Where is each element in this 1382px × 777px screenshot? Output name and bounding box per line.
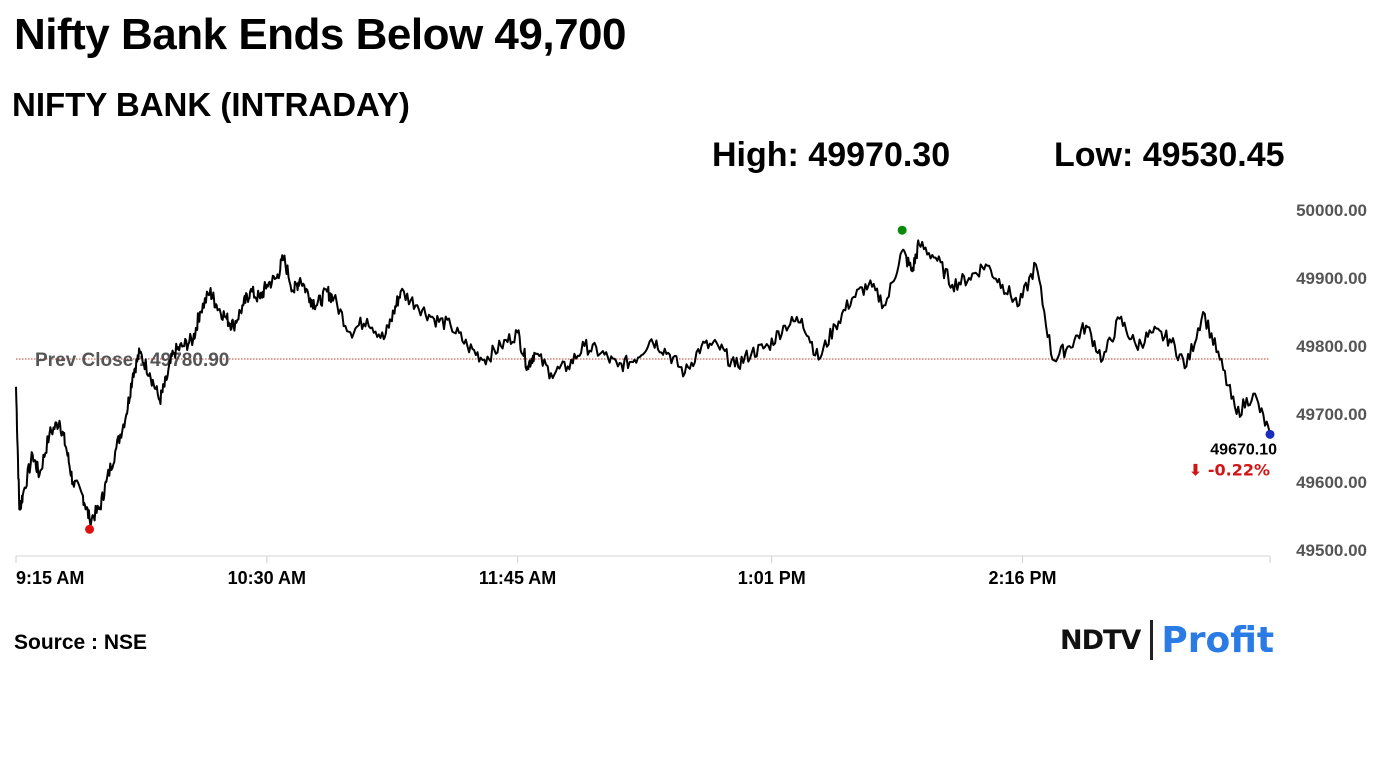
y-tick-label: 49600.00 [1296, 473, 1367, 492]
y-tick-label: 49900.00 [1296, 269, 1367, 288]
y-tick-label: 49800.00 [1296, 337, 1367, 356]
x-tick-label: 1:01 PM [738, 568, 806, 588]
low-label: Low: 49530.45 [1054, 136, 1285, 174]
x-tick-label: 2:16 PM [989, 568, 1057, 588]
logo-profit-text: Profit [1161, 619, 1275, 661]
x-tick-label: 11:45 AM [479, 568, 556, 588]
chart-subtitle: NIFTY BANK (INTRADAY) [12, 86, 410, 123]
x-tick-label: 10:30 AM [228, 568, 306, 588]
prev-close-label: Prev Close : 49780.90 [35, 350, 229, 371]
logo-divider [1150, 620, 1154, 660]
logo-ndtv-text: NDTV [1060, 624, 1141, 656]
high-label: High: 49970.30 [712, 136, 951, 174]
y-tick-label: 49500.00 [1296, 541, 1367, 560]
ndtv-profit-logo: NDTV Profit [1060, 618, 1274, 662]
last-price-marker [1265, 429, 1275, 439]
day-low-marker [85, 524, 95, 534]
intraday-chart: 50000.00 49900.00 49800.00 49700.00 49600.00… [15, 201, 1367, 588]
source-label: Source : NSE [14, 631, 148, 654]
headline: Nifty Bank Ends Below 49,700 [14, 10, 627, 59]
x-axis: 9:15 AM 10:30 AM 11:45 AM 1:01 PM 2:16 PM [15, 555, 1271, 588]
y-tick-label: 49700.00 [1296, 405, 1367, 424]
day-high-marker [897, 225, 907, 235]
y-tick-label: 50000.00 [1296, 201, 1367, 220]
y-axis: 50000.00 49900.00 49800.00 49700.00 49600.00… [1296, 201, 1367, 560]
last-price-label: 49670.10 [1210, 441, 1277, 458]
change-label: ⬇ -0.22% [1189, 460, 1270, 479]
x-tick-label: 9:15 AM [16, 568, 84, 588]
price-series-line [15, 239, 1271, 527]
